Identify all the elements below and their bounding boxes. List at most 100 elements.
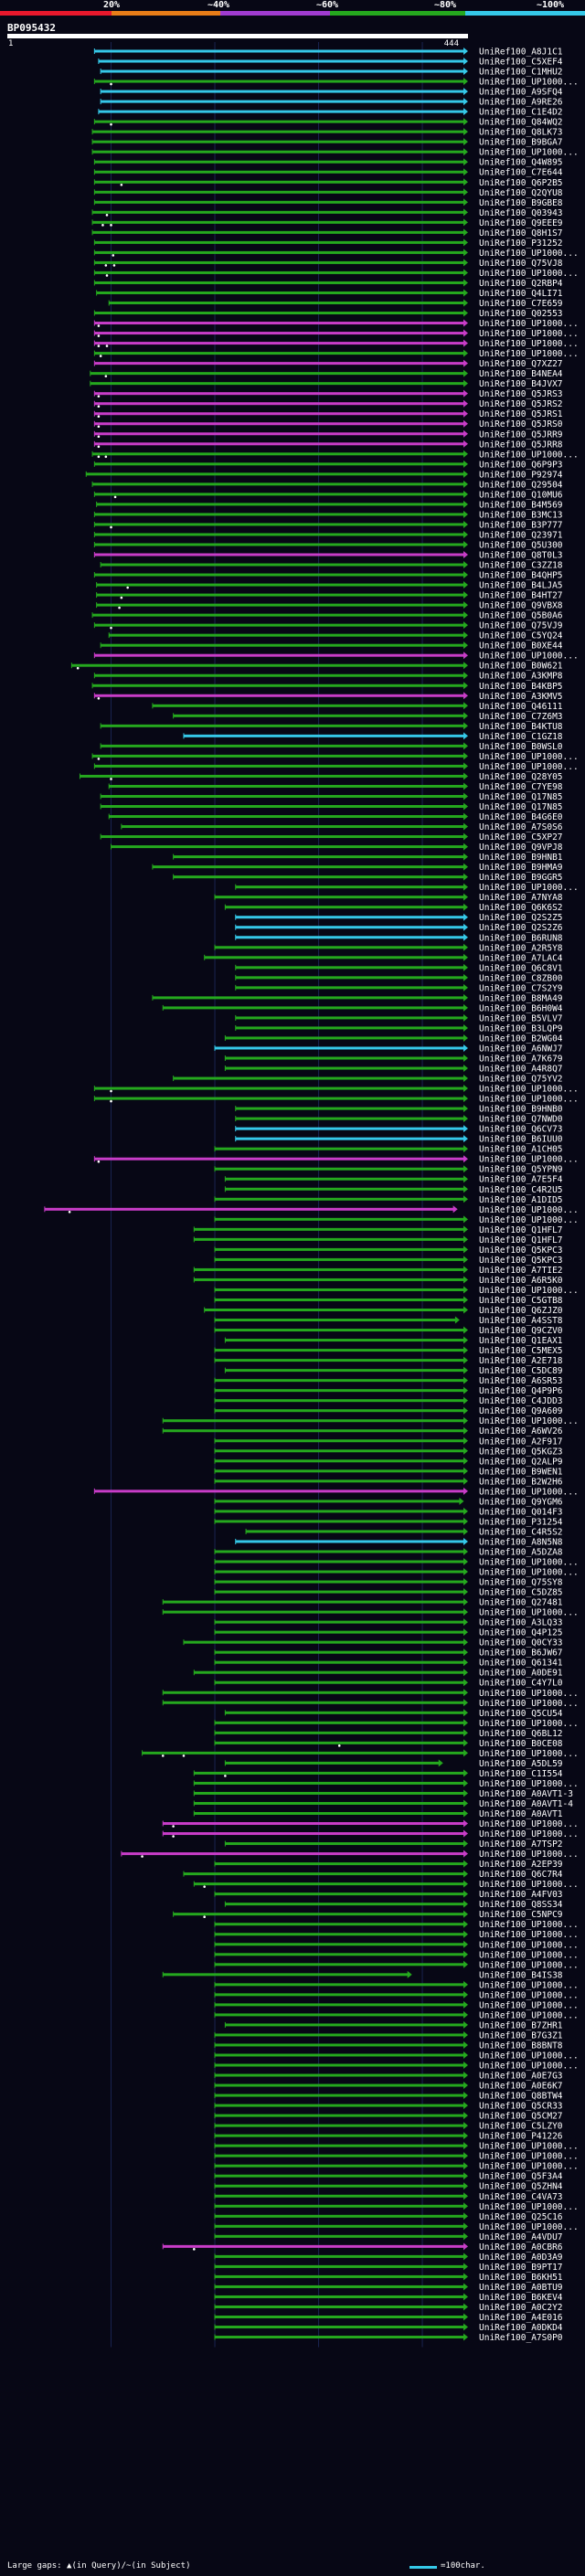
hit-bar[interactable] — [246, 1530, 464, 1533]
hit-bar[interactable] — [109, 302, 465, 304]
hit-row[interactable]: UniRef100_A0C2Y2 — [214, 2303, 563, 2313]
hit-bar[interactable] — [111, 845, 464, 849]
hit-row[interactable]: UniRef100_UP1000... — [214, 1960, 579, 1970]
hit-row[interactable]: UniRef100_A2EP39 — [214, 1860, 563, 1870]
hit-bar[interactable] — [215, 1469, 464, 1473]
hit-label[interactable]: UniRef100_B9BGA7 — [479, 138, 563, 148]
hit-label[interactable]: UniRef100_B8BNT8 — [479, 2041, 563, 2051]
hit-label[interactable]: UniRef100_Q5JRS3 — [479, 389, 563, 399]
hit-row[interactable]: UniRef100_A7S0S6 — [121, 822, 563, 832]
hit-label[interactable]: UniRef100_Q61341 — [479, 1659, 563, 1669]
hit-row[interactable]: UniRef100_UP1000... — [93, 339, 579, 349]
hit-bar[interactable] — [225, 1339, 465, 1342]
hit-row[interactable]: UniRef100_UP1000... — [162, 1689, 579, 1699]
hit-row[interactable]: UniRef100_Q6CV73 — [235, 1125, 563, 1135]
hit-row[interactable]: UniRef100_Q4P125 — [214, 1628, 563, 1638]
hit-label[interactable]: UniRef100_UP1000... — [479, 652, 579, 662]
hit-label[interactable]: UniRef100_B9HMA9 — [479, 863, 563, 873]
hit-bar[interactable] — [94, 190, 464, 194]
hit-bar[interactable] — [215, 2094, 464, 2097]
hit-label[interactable]: UniRef100_UP1000... — [479, 329, 579, 339]
hit-bar[interactable] — [109, 815, 465, 819]
hit-row[interactable]: UniRef100_B7G3Z1 — [214, 2030, 563, 2041]
hit-label[interactable]: UniRef100_Q4W895 — [479, 158, 563, 168]
hit-bar[interactable] — [215, 2194, 464, 2198]
hit-bar[interactable] — [90, 372, 464, 376]
hit-bar[interactable] — [94, 543, 464, 546]
hit-label[interactable]: UniRef100_P31252 — [479, 239, 563, 249]
hit-bar[interactable] — [215, 1550, 464, 1553]
hit-row[interactable]: UniRef100_A9RE26 — [100, 98, 563, 108]
hit-bar[interactable] — [215, 2254, 464, 2258]
hit-row[interactable]: UniRef100_A7TSP2 — [224, 1839, 563, 1850]
hit-bar[interactable] — [215, 1409, 464, 1413]
hit-bar[interactable] — [94, 553, 464, 557]
hit-row[interactable]: UniRef100_B9HNB0 — [235, 1105, 563, 1115]
hit-label[interactable]: UniRef100_Q9CZV0 — [479, 1326, 563, 1336]
hit-label[interactable]: UniRef100_B3P777 — [479, 520, 563, 530]
hit-label[interactable]: UniRef100_A9RE26 — [479, 98, 563, 108]
hit-bar[interactable] — [215, 1399, 464, 1403]
hit-bar[interactable] — [101, 643, 464, 647]
hit-bar[interactable] — [92, 482, 464, 486]
hit-row[interactable]: UniRef100_A0CBR6 — [162, 2242, 563, 2253]
hit-label[interactable]: UniRef100_Q75SY8 — [479, 1578, 563, 1588]
hit-label[interactable]: UniRef100_UP1000... — [479, 1960, 579, 1970]
hit-bar[interactable] — [215, 1359, 464, 1362]
hit-row[interactable]: UniRef100_UP1000... — [93, 652, 579, 662]
hit-bar[interactable] — [215, 1449, 464, 1453]
hit-label[interactable]: UniRef100_C7Z6M3 — [479, 712, 563, 722]
hit-bar[interactable] — [235, 936, 464, 939]
hit-bar[interactable] — [92, 140, 464, 143]
hit-row[interactable]: UniRef100_Q7NWD0 — [235, 1115, 563, 1125]
hit-row[interactable]: UniRef100_A0DKD4 — [214, 2323, 563, 2333]
hit-label[interactable]: UniRef100_C4R2U5 — [479, 1185, 563, 1195]
hit-label[interactable]: UniRef100_UP1000... — [479, 1568, 579, 1578]
hit-label[interactable]: UniRef100_Q9YGM6 — [479, 1497, 563, 1507]
hit-bar[interactable] — [235, 916, 464, 919]
hit-bar[interactable] — [152, 865, 464, 869]
hit-bar[interactable] — [235, 1137, 464, 1140]
hit-bar[interactable] — [94, 250, 464, 254]
hit-label[interactable]: UniRef100_Q5KGZ3 — [479, 1447, 563, 1457]
hit-label[interactable]: UniRef100_B2W2H6 — [479, 1477, 563, 1487]
hit-bar[interactable] — [163, 1691, 464, 1694]
hit-bar[interactable] — [142, 1751, 464, 1754]
hit-label[interactable]: UniRef100_Q17N85 — [479, 802, 563, 812]
hit-label[interactable]: UniRef100_UP1000... — [479, 339, 579, 349]
hit-label[interactable]: UniRef100_A1CH05 — [479, 1145, 563, 1155]
hit-row[interactable]: UniRef100_C4Y7L0 — [214, 1679, 563, 1689]
hit-row[interactable]: UniRef100_A8J1C1 — [93, 48, 563, 58]
hit-label[interactable]: UniRef100_B9GGR5 — [479, 873, 563, 883]
hit-label[interactable]: UniRef100_UP1000... — [479, 1819, 579, 1829]
hit-label[interactable]: UniRef100_Q5ZHN4 — [479, 2182, 563, 2192]
hit-bar[interactable] — [92, 150, 464, 154]
hit-row[interactable]: UniRef100_C4R5S2 — [245, 1527, 563, 1537]
hit-bar[interactable] — [215, 946, 464, 949]
hit-row[interactable]: UniRef100_Q5CU54 — [224, 1709, 563, 1719]
hit-row[interactable]: UniRef100_Q27481 — [162, 1598, 563, 1608]
hit-row[interactable]: UniRef100_B8MA49 — [152, 993, 563, 1003]
hit-row[interactable]: UniRef100_A0DE91 — [193, 1669, 563, 1679]
hit-label[interactable]: UniRef100_UP1000... — [479, 450, 579, 460]
hit-row[interactable]: UniRef100_A2R5Y8 — [214, 943, 563, 953]
hit-row[interactable]: UniRef100_B4QHP5 — [93, 571, 563, 581]
hit-label[interactable]: UniRef100_C5DC89 — [479, 1366, 563, 1376]
hit-label[interactable]: UniRef100_Q9VBX8 — [479, 601, 563, 611]
hit-row[interactable]: UniRef100_UP1000... — [93, 269, 579, 279]
hit-label[interactable]: UniRef100_Q8BTW4 — [479, 2092, 563, 2102]
hit-bar[interactable] — [215, 1943, 464, 1946]
hit-row[interactable]: UniRef100_B6JW67 — [214, 1648, 563, 1659]
hit-bar[interactable] — [215, 2053, 464, 2057]
hit-row[interactable]: UniRef100_Q014F3 — [214, 1507, 563, 1517]
hit-row[interactable]: UniRef100_C7E644 — [93, 168, 563, 178]
hit-bar[interactable] — [163, 1600, 464, 1604]
hit-bar[interactable] — [194, 1882, 464, 1886]
hit-row[interactable]: UniRef100_B6KEV4 — [214, 2293, 563, 2303]
hit-row[interactable]: UniRef100_Q5JRS0 — [93, 419, 563, 429]
hit-row[interactable]: UniRef100_Q5CR33 — [214, 2102, 563, 2112]
hit-row[interactable]: UniRef100_P31252 — [93, 239, 563, 249]
hit-bar[interactable] — [194, 1267, 464, 1271]
hit-bar[interactable] — [215, 2305, 464, 2308]
hit-row[interactable]: UniRef100_B0W621 — [70, 662, 563, 672]
